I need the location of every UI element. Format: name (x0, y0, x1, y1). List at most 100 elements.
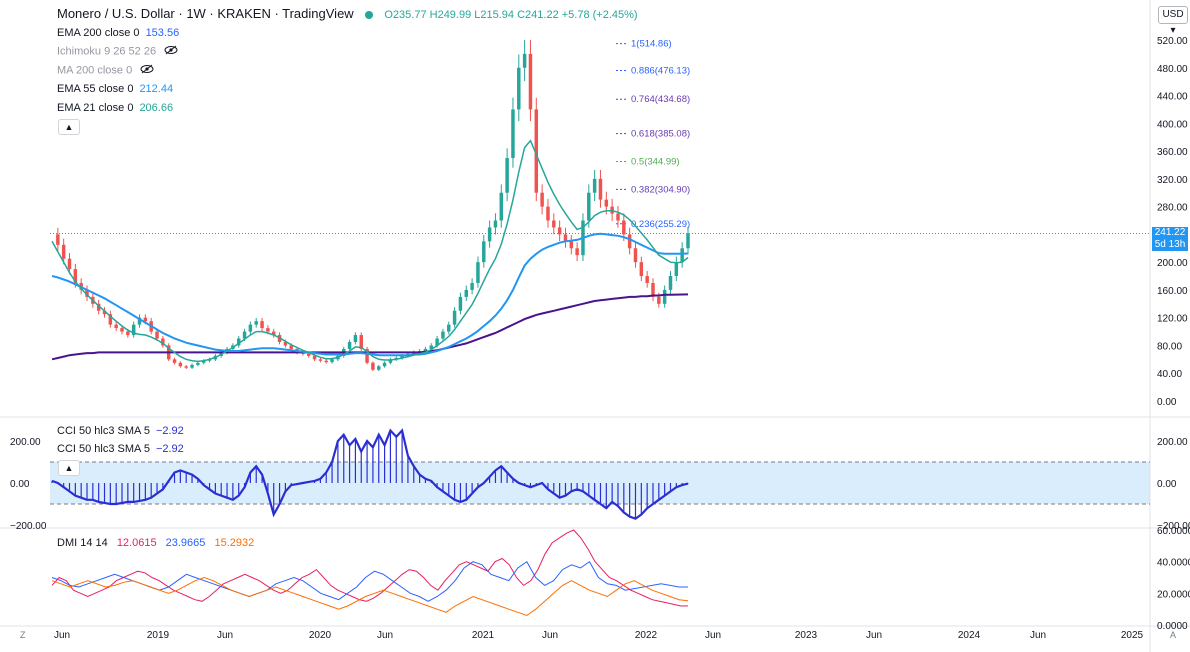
candle-body (487, 227, 492, 242)
time-tick-label: 2020 (309, 630, 332, 641)
time-tick-label: 2022 (635, 630, 658, 641)
time-tick-label: 2021 (472, 630, 495, 641)
candle-body (102, 310, 107, 315)
time-tick-label: 2025 (1121, 630, 1144, 641)
candle-body (534, 109, 539, 193)
candle-body (73, 269, 78, 283)
candle-body (236, 338, 241, 346)
market-open-dot (365, 10, 374, 19)
time-tick-label: Jun (54, 630, 70, 641)
legend-cci-2[interactable]: CCI 50 hlc3 SMA 5 −2.92 (57, 443, 184, 455)
legend-label: MA 200 close 0 (57, 64, 133, 77)
price-tick-label: 160.00 (1157, 286, 1188, 297)
candle-body (347, 341, 352, 349)
time-tick-label: Jun (866, 630, 882, 641)
candle-body (178, 362, 183, 367)
candle-body (546, 206, 550, 221)
symbol-title[interactable]: Monero / U.S. Dollar · 1W · KRAKEN · Tra… (57, 6, 354, 21)
eye-off-icon[interactable] (164, 45, 178, 58)
candle-body (330, 359, 334, 363)
legend-label: CCI 50 hlc3 SMA 5 (57, 425, 150, 437)
fib-level-label: 0.236(255.29) (631, 219, 690, 230)
eye-off-icon[interactable] (140, 64, 154, 77)
chart-header: Monero / U.S. Dollar · 1W · KRAKEN · Tra… (57, 6, 638, 21)
candle-body (458, 296, 463, 311)
candle-body (306, 353, 311, 356)
candle-body (651, 282, 655, 297)
candle-body (499, 192, 504, 221)
candle-body (114, 324, 118, 329)
price-tick-label: 360.00 (1157, 147, 1188, 158)
candle-body (324, 360, 328, 363)
legend-label: EMA 200 close 0 (57, 27, 140, 39)
candle-body (540, 192, 544, 207)
price-tick-label: 0.00 (1157, 397, 1177, 408)
candle-body (627, 234, 632, 249)
candle-body (616, 213, 620, 221)
ema200-line (51, 293, 689, 361)
candle-body (400, 355, 404, 358)
candle-body (190, 364, 194, 368)
time-tick-label: Jun (217, 630, 233, 641)
dmi-plus-value: 12.0615 (116, 537, 157, 549)
candle-body (388, 359, 393, 363)
candle-body (423, 348, 428, 352)
candle-body (447, 324, 451, 332)
candle-body (382, 362, 387, 367)
dmi-series-line (51, 576, 689, 617)
last-price-tag: 241.22 5d 13h (1152, 227, 1188, 251)
legend-ema55[interactable]: EMA 55 close 0 212.44 (57, 83, 173, 95)
ohlc-readout: O235.77 H249.99 L215.94 C241.22 +5.78 (+… (384, 9, 638, 21)
candle-body (377, 366, 381, 370)
candle-body (657, 296, 661, 304)
ema55-line (51, 232, 689, 357)
candle-body (522, 53, 527, 68)
timezone-toggle[interactable]: Z (20, 630, 26, 640)
legend-label: EMA 55 close 0 (57, 83, 134, 95)
collapse-cci-legend-button[interactable]: ▲ (58, 460, 80, 476)
candle-body (511, 109, 515, 159)
candle-body (184, 366, 188, 368)
candle-body (452, 310, 457, 325)
price-tick-label: 400.00 (1157, 119, 1188, 130)
candle-body (552, 220, 556, 228)
cci-line (51, 428, 689, 520)
price-tick-label: 200.00 (1157, 258, 1188, 269)
legend-ichimoku[interactable]: Ichimoku 9 26 52 26 (57, 45, 178, 58)
candle-body (441, 331, 445, 339)
price-tick-label: 320.00 (1157, 175, 1188, 186)
dmi-series-line (51, 529, 689, 607)
legend-value: 153.56 (145, 27, 180, 39)
candle-body (622, 220, 626, 235)
price-tick-label: 520.00 (1157, 36, 1188, 47)
candle-body (476, 262, 480, 283)
candle-body (528, 53, 533, 110)
candle-body (137, 317, 142, 325)
candle-body (359, 335, 363, 349)
legend-ema200[interactable]: EMA 200 close 0 153.56 (57, 27, 179, 39)
currency-select[interactable]: USD ▾ (1158, 6, 1188, 36)
legend-cci-1[interactable]: CCI 50 hlc3 SMA 5 −2.92 (57, 425, 184, 437)
fib-level-label: 0.764(434.68) (631, 94, 690, 105)
legend-value: −2.92 (155, 443, 184, 455)
candle-body (371, 362, 375, 370)
legend-ma200[interactable]: MA 200 close 0 (57, 64, 154, 77)
bar-countdown: 5d 13h (1154, 239, 1186, 250)
fib-level-label: 0.886(476.13) (631, 65, 690, 76)
time-tick-label: 2019 (147, 630, 170, 641)
candle-body (505, 158, 509, 193)
collapse-legend-button[interactable]: ▲ (58, 119, 80, 135)
cci-left-tick-label: 0.00 (10, 479, 30, 490)
legend-dmi[interactable]: DMI 14 14 12.0615 23.9665 15.2932 (57, 537, 254, 549)
legend-ema21[interactable]: EMA 21 close 0 206.66 (57, 102, 173, 114)
candle-body (318, 359, 323, 361)
candle-body (312, 355, 317, 360)
time-tick-label: 2023 (795, 630, 818, 641)
legend-label: Ichimoku 9 26 52 26 (57, 45, 157, 58)
auto-scale-toggle[interactable]: A (1170, 630, 1177, 640)
candle-body (464, 289, 469, 297)
candle-body (248, 324, 253, 332)
dmi-adx-value: 15.2932 (214, 537, 255, 549)
cci-tick-label: 200.00 (1157, 437, 1188, 448)
